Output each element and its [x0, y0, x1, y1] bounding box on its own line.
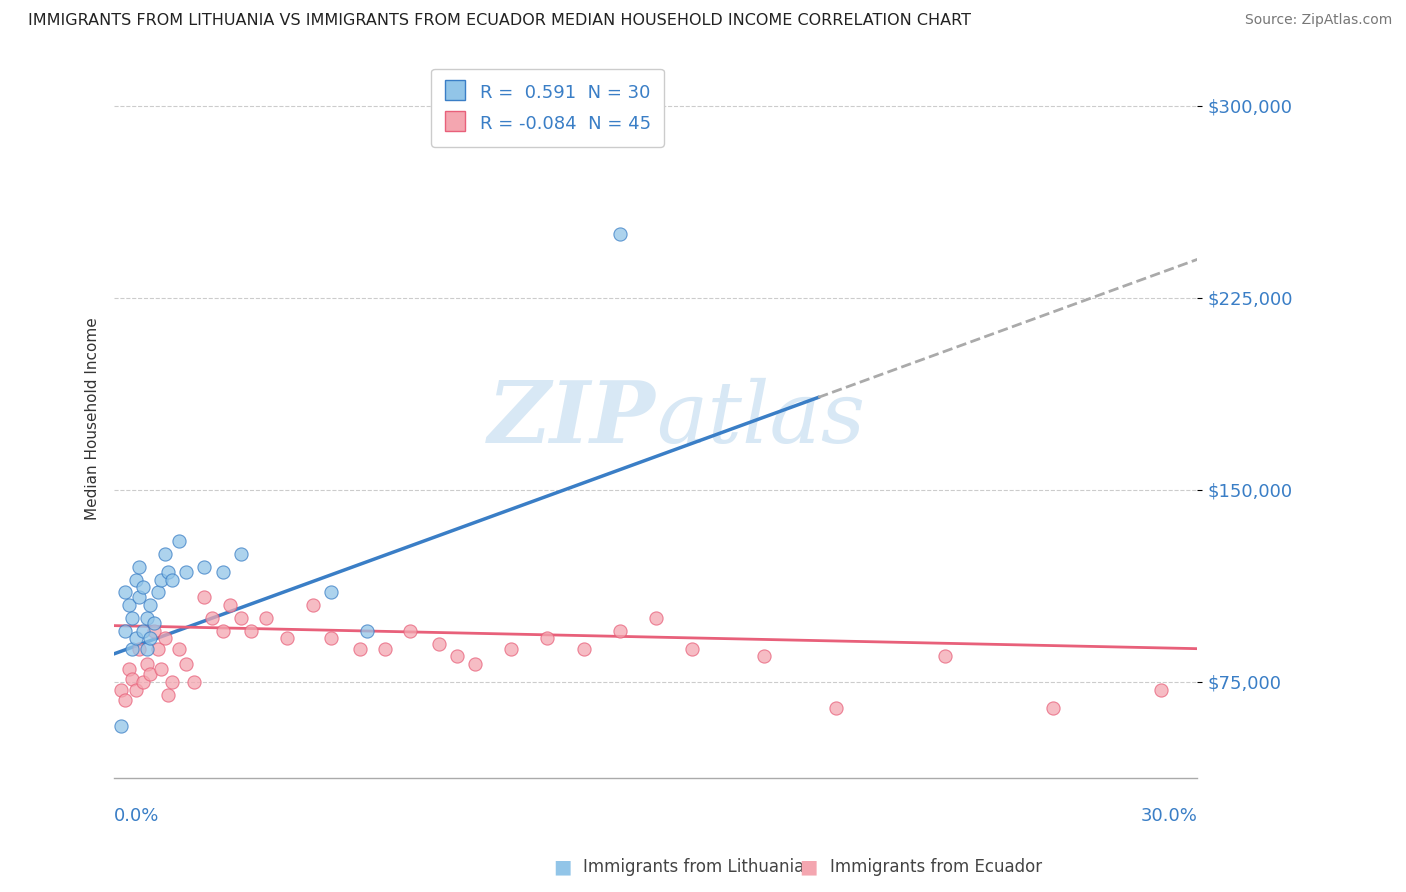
Point [167, 534, 190, 549]
Point [229, 611, 252, 625]
Point [609, 624, 631, 638]
Point [167, 641, 190, 656]
Point [301, 598, 323, 612]
Point [201, 611, 224, 625]
Text: Immigrants from Lithuania: Immigrants from Lithuania [583, 858, 804, 876]
Point [349, 641, 371, 656]
Point [139, 598, 162, 612]
Point [501, 641, 523, 656]
Point [276, 632, 298, 646]
Point [135, 611, 157, 625]
Point [125, 573, 148, 587]
Point [218, 598, 240, 612]
Point [128, 591, 150, 605]
Point [176, 565, 198, 579]
Point [825, 700, 848, 714]
Text: ZIP: ZIP [488, 377, 655, 460]
Point [609, 227, 631, 241]
Point [132, 624, 155, 638]
Point [125, 632, 148, 646]
Text: Source: ZipAtlas.com: Source: ZipAtlas.com [1244, 13, 1392, 28]
Point [644, 611, 666, 625]
Point [153, 632, 176, 646]
Point [374, 641, 396, 656]
Text: 30.0%: 30.0% [1140, 806, 1198, 825]
Point [114, 624, 136, 638]
Point [132, 675, 155, 690]
Point [160, 573, 183, 587]
Point [240, 624, 263, 638]
Point [681, 641, 703, 656]
Point [142, 624, 165, 638]
Point [211, 624, 233, 638]
Point [125, 682, 148, 697]
Point [572, 641, 595, 656]
Legend: R =  0.591  N = 30, R = -0.084  N = 45: R = 0.591 N = 30, R = -0.084 N = 45 [432, 69, 664, 147]
Point [319, 632, 342, 646]
Point [135, 641, 157, 656]
Point [752, 649, 775, 664]
Point [211, 565, 233, 579]
Point [139, 667, 162, 681]
Point [121, 641, 143, 656]
Point [121, 611, 143, 625]
Point [114, 585, 136, 599]
Point [254, 611, 277, 625]
Point [183, 675, 205, 690]
Text: 0.0%: 0.0% [114, 806, 159, 825]
Y-axis label: Median Household Income: Median Household Income [86, 318, 100, 520]
Point [1150, 682, 1173, 697]
Point [142, 615, 165, 630]
Point [153, 547, 176, 561]
Text: IMMIGRANTS FROM LITHUANIA VS IMMIGRANTS FROM ECUADOR MEDIAN HOUSEHOLD INCOME COR: IMMIGRANTS FROM LITHUANIA VS IMMIGRANTS … [28, 13, 972, 29]
Point [427, 636, 450, 650]
Point [446, 649, 468, 664]
Text: Immigrants from Ecuador: Immigrants from Ecuador [830, 858, 1042, 876]
Text: atlas: atlas [655, 377, 865, 460]
Point [146, 585, 169, 599]
Point [157, 688, 180, 702]
Point [146, 641, 169, 656]
Point [536, 632, 558, 646]
Point [934, 649, 956, 664]
Point [193, 559, 215, 574]
Point [128, 559, 150, 574]
Point [132, 580, 155, 594]
Point [110, 718, 132, 732]
Point [117, 662, 139, 676]
Point [128, 641, 150, 656]
Point [121, 673, 143, 687]
Point [135, 657, 157, 671]
Point [139, 632, 162, 646]
Point [150, 573, 173, 587]
Point [1042, 700, 1064, 714]
Point [464, 657, 486, 671]
Point [319, 585, 342, 599]
Point [114, 693, 136, 707]
Point [160, 675, 183, 690]
Point [399, 624, 422, 638]
Point [150, 662, 173, 676]
Point [356, 624, 378, 638]
Point [229, 547, 252, 561]
Point [157, 565, 180, 579]
Point [110, 682, 132, 697]
Point [193, 591, 215, 605]
Text: ■: ■ [799, 857, 818, 877]
Text: ■: ■ [553, 857, 572, 877]
Point [176, 657, 198, 671]
Point [117, 598, 139, 612]
